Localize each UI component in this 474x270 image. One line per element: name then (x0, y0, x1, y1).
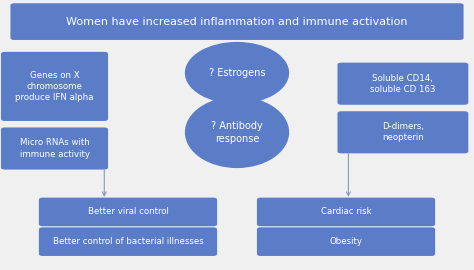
FancyBboxPatch shape (257, 198, 435, 226)
Text: Micro RNAs with
immune activity: Micro RNAs with immune activity (19, 139, 90, 158)
FancyBboxPatch shape (39, 227, 217, 256)
FancyBboxPatch shape (10, 3, 464, 40)
Text: Soluble CD14,
soluble CD 163: Soluble CD14, soluble CD 163 (370, 74, 436, 94)
FancyBboxPatch shape (337, 111, 468, 153)
Text: Cardiac risk: Cardiac risk (321, 207, 371, 217)
Ellipse shape (185, 96, 289, 168)
Text: ? Antibody
response: ? Antibody response (211, 121, 263, 143)
FancyBboxPatch shape (337, 63, 468, 105)
FancyBboxPatch shape (257, 227, 435, 256)
Text: Better control of bacterial illnesses: Better control of bacterial illnesses (53, 237, 203, 246)
Text: Women have increased inflammation and immune activation: Women have increased inflammation and im… (66, 16, 408, 27)
Text: Genes on X
chromosome
produce IFN alpha: Genes on X chromosome produce IFN alpha (15, 71, 94, 102)
FancyBboxPatch shape (39, 198, 217, 226)
Text: ? Estrogens: ? Estrogens (209, 68, 265, 78)
FancyBboxPatch shape (1, 127, 108, 170)
Text: Obesity: Obesity (329, 237, 363, 246)
Ellipse shape (185, 42, 289, 104)
Text: D-dimers,
neopterin: D-dimers, neopterin (382, 122, 424, 142)
Text: Better viral control: Better viral control (88, 207, 168, 217)
FancyBboxPatch shape (1, 52, 108, 121)
